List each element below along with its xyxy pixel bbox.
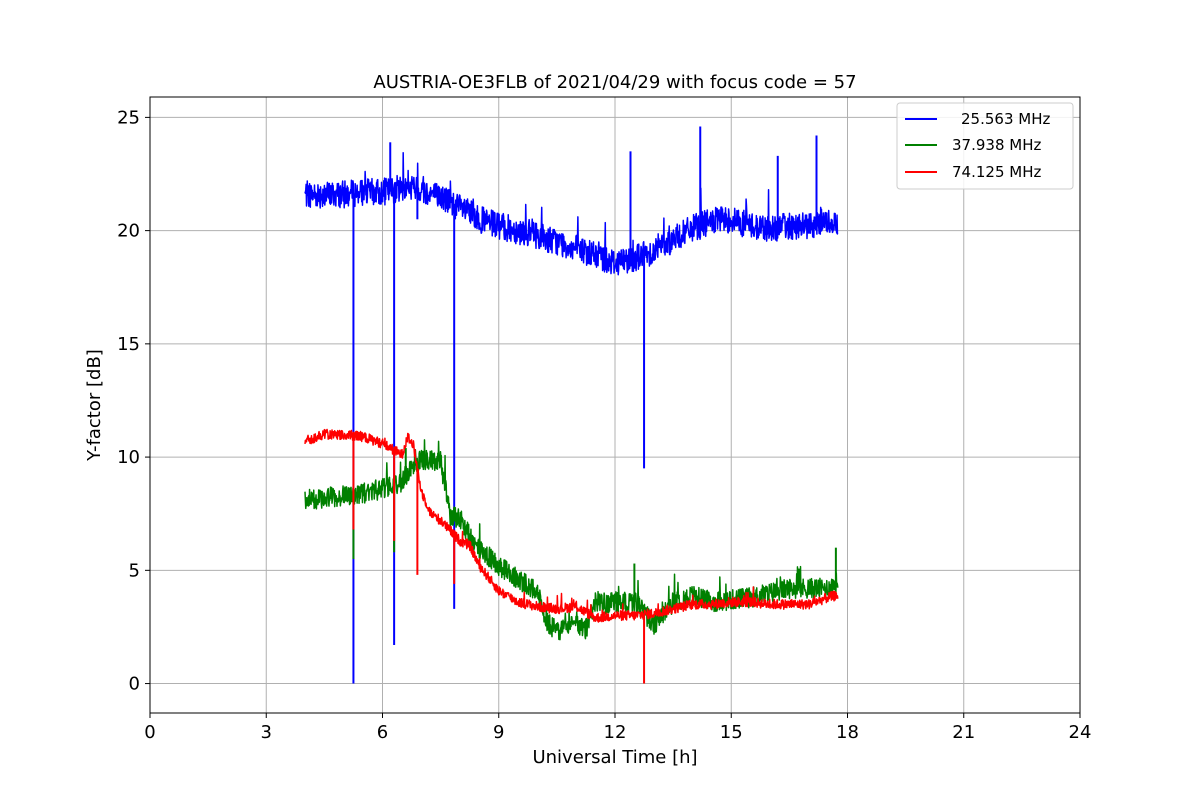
- x-tick-label: 24: [1069, 722, 1092, 743]
- x-tick-label: 6: [377, 722, 388, 743]
- x-axis-label: Universal Time [h]: [532, 747, 697, 768]
- y-tick-label: 15: [117, 334, 140, 355]
- x-tick-label: 21: [952, 722, 975, 743]
- chart-title: AUSTRIA-OE3FLB of 2021/04/29 with focus …: [373, 72, 856, 93]
- y-axis-label: Y-factor [dB]: [84, 349, 105, 462]
- y-tick-label: 10: [117, 447, 140, 468]
- y-tick-label: 0: [129, 674, 140, 695]
- legend-entry: 37.938 MHz: [905, 136, 1041, 154]
- legend-entry: 74.125 MHz: [905, 163, 1041, 181]
- y-tick-label: 20: [117, 221, 140, 242]
- series-layer: [304, 126, 839, 684]
- legend-label: 74.125 MHz: [952, 163, 1041, 181]
- legend-entry: 25.563 MHz: [905, 110, 1050, 128]
- x-tick-label: 9: [493, 722, 504, 743]
- x-tick-label: 18: [836, 722, 859, 743]
- x-tick-label: 12: [604, 722, 627, 743]
- y-tick-label: 25: [117, 107, 140, 128]
- legend-label: 37.938 MHz: [952, 136, 1041, 154]
- y-tick-label: 5: [129, 560, 140, 581]
- legend: 25.563 MHz 37.938 MHz 74.125 MHz: [896, 102, 1074, 190]
- legend-box: [896, 102, 1074, 190]
- series-3: [304, 428, 839, 684]
- x-tick-label: 15: [720, 722, 743, 743]
- legend-label: 25.563 MHz: [961, 110, 1050, 128]
- x-tick-label: 0: [144, 722, 155, 743]
- tick-layer: 0 3 6 9 12 15 18 21 24 0 5 10 15 20 25: [117, 107, 1091, 743]
- x-tick-label: 3: [261, 722, 272, 743]
